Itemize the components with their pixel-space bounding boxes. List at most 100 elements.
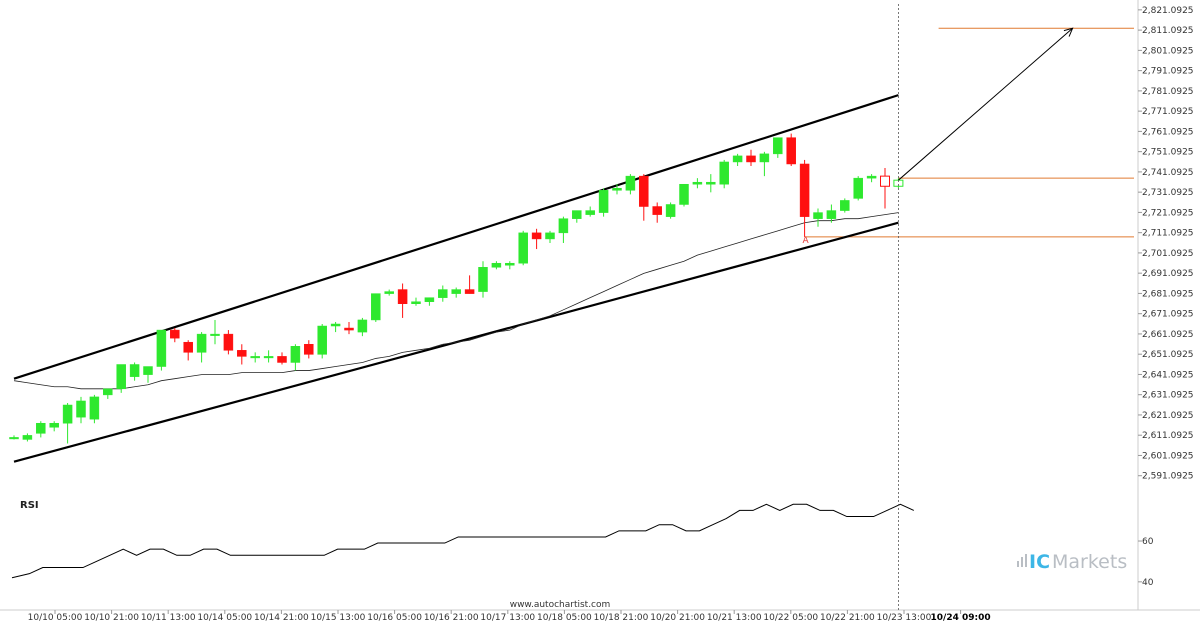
- time-tick-label: 10/20 21:00: [650, 613, 705, 623]
- candle-body: [558, 218, 569, 234]
- time-tick-label: 10/22 05:00: [763, 613, 818, 623]
- time-tick-label: 10/18 21:00: [594, 613, 649, 623]
- candle-body: [625, 175, 636, 191]
- candle-body: [129, 364, 140, 377]
- candle-body: [210, 333, 220, 336]
- rsi-tick-label: 40: [1142, 578, 1154, 588]
- candle-body: [545, 232, 555, 240]
- price-tick-label: 2,801.0925: [1142, 46, 1194, 56]
- candle-body: [411, 301, 421, 304]
- candle-body: [719, 161, 729, 185]
- price-tick-label: 2,731.0925: [1142, 188, 1194, 198]
- site-url: www.autochartist.com: [510, 600, 611, 610]
- candle-body: [49, 422, 59, 428]
- candle-body: [36, 422, 46, 434]
- candle-body: [438, 289, 448, 298]
- candle-body: [598, 190, 609, 213]
- candle-body: [732, 155, 743, 163]
- candle-body: [880, 175, 890, 187]
- candle-body: [706, 181, 716, 185]
- candle-body: [89, 396, 100, 420]
- candle-body: [799, 163, 810, 217]
- time-tick-label: 10/21 13:00: [707, 613, 762, 623]
- candle-body: [156, 329, 167, 367]
- price-tick-label: 2,771.0925: [1142, 107, 1194, 117]
- price-tick-label: 2,721.0925: [1142, 208, 1194, 218]
- candle-body: [773, 137, 783, 155]
- candle-body: [103, 388, 113, 396]
- candle-body: [786, 137, 796, 165]
- price-tick-label: 2,591.0925: [1142, 472, 1194, 482]
- time-tick-label: 10/11 13:00: [141, 613, 196, 623]
- gridlines: [0, 0, 1200, 611]
- candle-body: [692, 181, 703, 185]
- price-tick-label: 2,621.0925: [1142, 411, 1194, 421]
- candle-body: [357, 319, 368, 333]
- time-tick-label: 10/18 05:00: [537, 613, 592, 623]
- horizontal-levels: [804, 27, 1134, 238]
- candle-body: [424, 297, 435, 302]
- candle-body: [639, 175, 649, 207]
- time-tick-label: 10/16 05:00: [367, 613, 422, 623]
- rsi-panel: [11, 503, 915, 579]
- price-axis: 2,821.0925 2,811.0925 2,801.0925 2,791.0925…: [1138, 6, 1194, 482]
- candle-body: [196, 333, 207, 353]
- candle-body: [572, 210, 582, 219]
- time-tick-label: 10/24 09:00: [931, 613, 991, 623]
- price-tick-label: 2,691.0925: [1142, 269, 1194, 279]
- candle-body: [143, 366, 153, 375]
- price-tick-label: 2,681.0925: [1142, 289, 1194, 299]
- time-tick-label: 10/17 13:00: [480, 613, 535, 623]
- candle-body: [397, 289, 408, 304]
- price-tick-label: 2,631.0925: [1142, 391, 1194, 401]
- projection-arrow-line: [898, 27, 1073, 181]
- candle-body: [518, 232, 528, 264]
- candle-body: [304, 343, 314, 355]
- price-tick-label: 2,671.0925: [1142, 310, 1194, 320]
- time-tick-label: 10/15 13:00: [311, 613, 366, 623]
- candle-body: [384, 291, 394, 294]
- candle-body: [183, 341, 193, 353]
- candlesticks: A: [9, 133, 904, 444]
- candle-body: [170, 329, 180, 339]
- candle-body: [813, 212, 823, 219]
- price-tick-label: 2,761.0925: [1142, 127, 1194, 137]
- price-tick-label: 2,791.0925: [1142, 67, 1194, 77]
- candle-body: [317, 325, 327, 355]
- time-tick-label: 10/23 13:00: [877, 613, 932, 623]
- rsi-tick-label: 60: [1142, 537, 1154, 547]
- candle-body: [491, 262, 502, 268]
- candle-body: [116, 364, 126, 390]
- time-tick-label: 10/10 05:00: [28, 613, 83, 623]
- price-tick-label: 2,781.0925: [1142, 87, 1194, 97]
- candle-body: [22, 435, 33, 440]
- brand-markets: Markets: [1052, 551, 1127, 573]
- candle-body: [478, 267, 488, 292]
- rsi-line: [11, 503, 915, 579]
- brand-logo: IC Markets: [1017, 551, 1127, 573]
- candle-body: [62, 404, 73, 424]
- candle-body: [840, 200, 850, 211]
- price-tick-label: 2,811.0925: [1142, 26, 1194, 36]
- price-tick-label: 2,641.0925: [1142, 370, 1194, 380]
- candle-body: [853, 177, 863, 199]
- price-tick-label: 2,651.0925: [1142, 350, 1194, 360]
- candle-body: [277, 356, 287, 363]
- candle-body: [826, 210, 837, 219]
- candle-body: [237, 350, 247, 357]
- time-tick-label: 10/10 21:00: [84, 613, 139, 623]
- candle-body: [330, 323, 341, 327]
- price-tick-label: 2,741.0925: [1142, 168, 1194, 178]
- candle-body: [759, 153, 770, 163]
- candle-body: [652, 206, 662, 215]
- candle-body: [679, 183, 689, 205]
- moving-average: [13, 212, 899, 390]
- candle-body: [746, 155, 756, 163]
- candle-body: [344, 327, 354, 331]
- candle-body: [263, 356, 274, 359]
- candle-body: [76, 400, 86, 418]
- time-tick-label: 10/14 21:00: [254, 613, 309, 623]
- projection-arrowhead: [1063, 27, 1074, 37]
- price-tick-label: 2,751.0925: [1142, 148, 1194, 158]
